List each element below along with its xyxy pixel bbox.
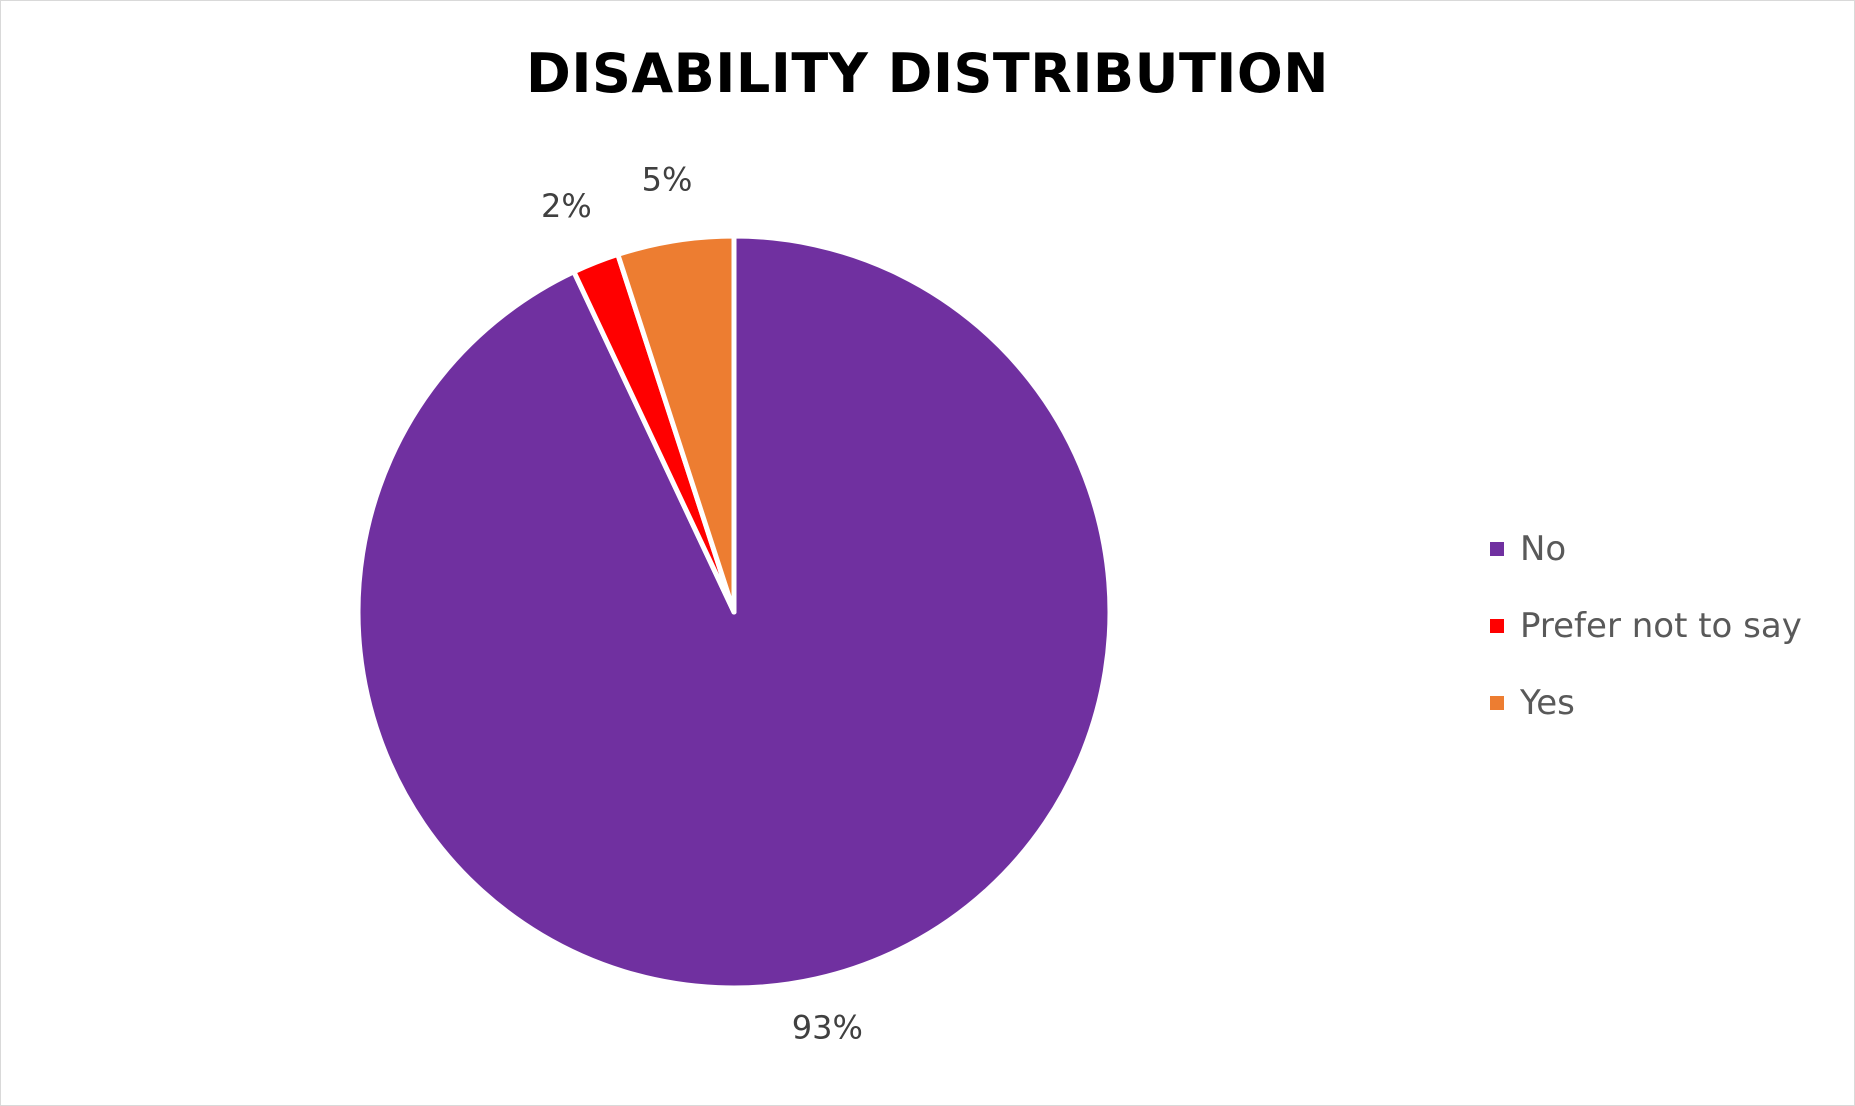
legend-label-yes: Yes	[1520, 682, 1575, 723]
legend-item-no: No	[1490, 510, 1802, 587]
data-label-yes: 5%	[642, 160, 693, 198]
pie-slice-yes	[615, 233, 737, 615]
legend: No Prefer not to say Yes	[1490, 510, 1802, 741]
legend-swatch-no	[1490, 541, 1504, 556]
legend-swatch-yes	[1490, 695, 1504, 710]
legend-item-yes: Yes	[1490, 664, 1802, 741]
data-label-prefer-not-to-say: 2%	[541, 187, 592, 225]
legend-label-prefer-not-to-say: Prefer not to say	[1520, 605, 1802, 646]
legend-label-no: No	[1520, 528, 1567, 569]
legend-item-prefer-not-to-say: Prefer not to say	[1490, 587, 1802, 664]
pie-data-labels: 93% 2% 5%	[541, 160, 863, 1046]
pie-slices	[355, 233, 1113, 991]
legend-swatch-prefer-not-to-say	[1490, 618, 1504, 633]
chart-title: DISABILITY DISTRIBUTION	[526, 42, 1329, 105]
data-label-no: 93%	[792, 1009, 863, 1047]
